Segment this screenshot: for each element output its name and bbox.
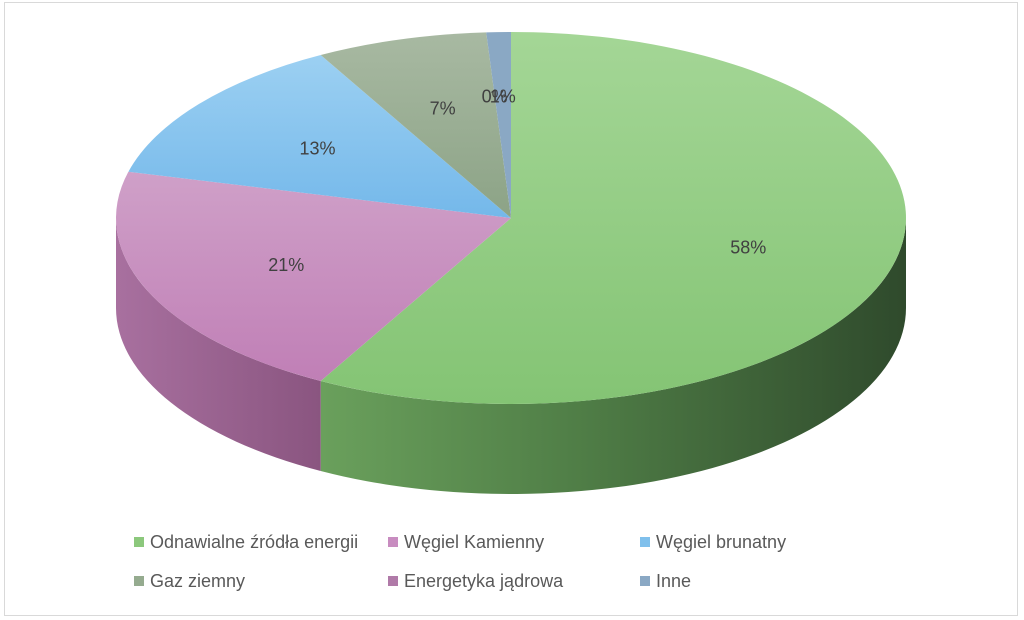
slice-odnawialne xyxy=(320,32,907,404)
slice-wegiel-brunatny xyxy=(128,55,511,218)
data-label-gaz-ziemny: 7% xyxy=(430,98,456,118)
data-label-wegiel-kamienny: 21% xyxy=(268,255,304,275)
slice-gaz-ziemny xyxy=(320,32,511,218)
legend-swatch-inne xyxy=(640,576,650,586)
data-label-energetyka-jadrowa: 0% xyxy=(482,86,508,106)
legend-swatch-wegiel-brunatny xyxy=(640,537,650,547)
slice-inne xyxy=(486,32,511,218)
slice-side-wegiel-kamienny xyxy=(116,218,321,471)
legend-swatch-energetyka-jadrowa xyxy=(388,576,398,586)
legend-swatch-odnawialne xyxy=(134,537,144,547)
legend-label-inne: Inne xyxy=(656,571,691,591)
legend-label-wegiel-kamienny: Węgiel Kamienny xyxy=(404,532,544,552)
legend-label-gaz-ziemny: Gaz ziemny xyxy=(150,571,245,591)
legend-label-wegiel-brunatny: Węgiel brunatny xyxy=(656,532,786,552)
slice-wegiel-kamienny xyxy=(115,171,511,381)
legend-label-odnawialne: Odnawialne źródła energii xyxy=(150,532,358,552)
data-label-odnawialne: 58% xyxy=(730,238,766,258)
data-label-wegiel-brunatny: 13% xyxy=(299,138,335,158)
data-label-inne: 1% xyxy=(490,86,516,106)
slice-side-odnawialne xyxy=(320,218,907,495)
legend-swatch-gaz-ziemny xyxy=(134,576,144,586)
legend-swatch-wegiel-kamienny xyxy=(388,537,398,547)
legend-label-energetyka-jadrowa: Energetyka jądrowa xyxy=(404,571,564,591)
